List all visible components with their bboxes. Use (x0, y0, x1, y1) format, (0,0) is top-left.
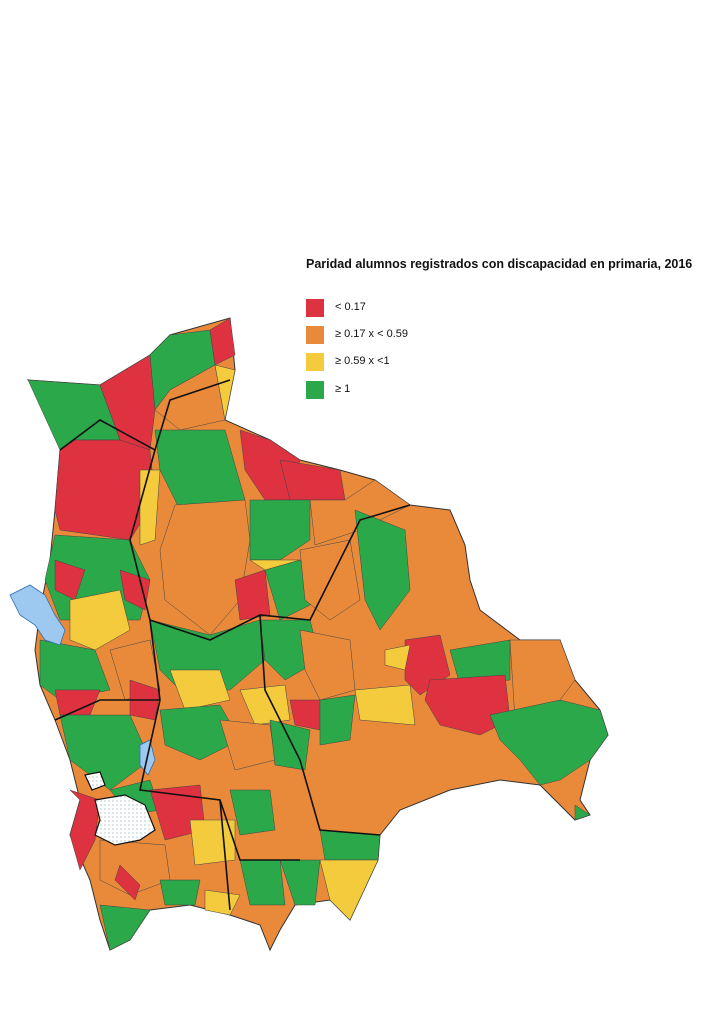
region-beni-orange-1 (159, 499, 251, 636)
department-boundaries (54, 379, 411, 911)
region-c-green-5 (269, 719, 311, 771)
salt-flat-uyuni (94, 794, 156, 846)
region-beni-green-4 (354, 509, 411, 631)
legend-label: ≥ 0.59 x <1 (335, 355, 390, 367)
region-c-green-4 (159, 704, 241, 761)
region-sc-green-1 (449, 639, 511, 686)
region-lp-yellow-1 (69, 589, 131, 651)
region-sw-red-3 (114, 864, 141, 901)
region-north-orange-1 (154, 364, 226, 431)
region-north-red-2 (209, 317, 236, 366)
region-lp-red-2 (119, 569, 151, 611)
legend-title: Paridad alumnos registrados con discapac… (306, 257, 693, 271)
region-north-red-1 (99, 354, 156, 451)
region-c-yellow-1 (169, 669, 231, 711)
region-beni-red-3 (234, 569, 271, 621)
region-beni-green-2 (249, 499, 311, 561)
region-sc-yellow-2 (384, 644, 411, 671)
lake-titicaca (9, 584, 66, 646)
legend-label: ≥ 0.17 x < 0.59 (335, 328, 409, 340)
legend-swatch-green (306, 381, 324, 399)
legend-label: < 0.17 (335, 301, 366, 313)
region-sw-green-4 (229, 789, 276, 836)
region-c-orange-1 (299, 629, 356, 701)
region-sc-green-5 (279, 859, 321, 906)
legend-swatch-yellow (306, 353, 324, 371)
region-sc-yellow-1 (354, 684, 416, 726)
region-north-yellow-1 (214, 364, 236, 421)
region-beni-yellow-2 (249, 559, 301, 571)
region-sw-green-1 (59, 714, 151, 791)
region-c-green-3 (319, 694, 356, 746)
region-sc-green-2 (489, 699, 609, 786)
region-sw-yellow-1 (189, 819, 236, 866)
legend-label: ≥ 1 (335, 383, 351, 395)
salt-flat-coipasa (84, 771, 106, 791)
region-sw-green-3 (99, 904, 151, 951)
legend-swatch-red (306, 299, 324, 317)
legend-swatch-orange (306, 326, 324, 344)
region-sc-green-3 (574, 804, 591, 821)
region-sc-yellow-3 (319, 859, 379, 921)
region-sw-green-5 (159, 879, 201, 906)
region-sc-red-2 (424, 674, 511, 736)
region-beni-red-2 (279, 459, 346, 501)
